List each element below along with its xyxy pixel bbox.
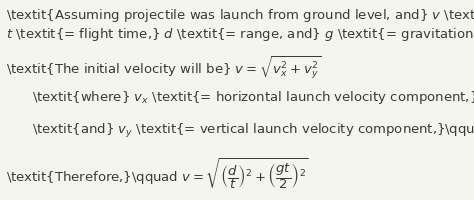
Text: \textit{Therefore,}\qquad $v = \sqrt{\left(\dfrac{d}{t}\right)^2 + \left(\dfrac{: \textit{Therefore,}\qquad $v = \sqrt{\le… (6, 157, 309, 192)
Text: \textit{Assuming projectile was launch from ground level, and} $v$ \textit{= ini: \textit{Assuming projectile was launch f… (6, 7, 474, 24)
Text: \textit{and} $v_y$ \textit{= vertical launch velocity component,}\qquad $v_y = \: \textit{and} $v_y$ \textit{= vertical la… (31, 115, 474, 144)
Text: $t$ \textit{= flight time,} $d$ \textit{= range, and} $g$ \textit{= gravitationa: $t$ \textit{= flight time,} $d$ \textit{… (6, 26, 474, 43)
Text: \textit{The initial velocity will be} $v = \sqrt{v_x^2 + v_y^2}$: \textit{The initial velocity will be} $v… (6, 55, 321, 81)
Text: \textit{where} $v_x$ \textit{= horizontal launch velocity component,}\quad $v_x : \textit{where} $v_x$ \textit{= horizonta… (31, 85, 474, 112)
